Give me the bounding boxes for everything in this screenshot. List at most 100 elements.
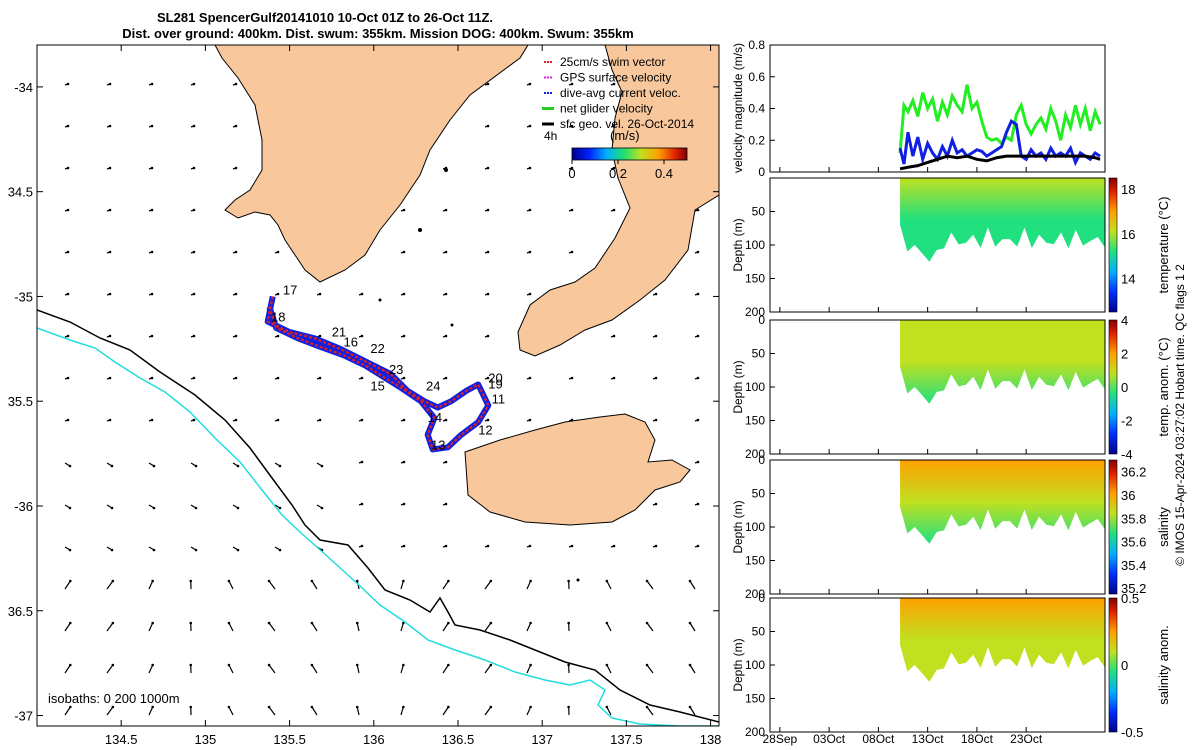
velocity-arrow <box>568 124 574 128</box>
velocity-arrow <box>274 334 280 338</box>
velocity-arrow <box>148 621 154 632</box>
section-colorbar <box>1108 459 1118 595</box>
velocity-arrow <box>106 462 114 468</box>
velocity-arrow <box>190 546 198 552</box>
track-day-label: 22 <box>370 341 384 356</box>
velocity-arrow <box>400 544 406 548</box>
time-tick-label: 28Sep <box>763 732 798 746</box>
velocity-arrow <box>568 208 574 212</box>
velocity-arrow <box>64 504 72 510</box>
velocity-arrow <box>274 292 280 296</box>
velocity-arrow <box>610 544 616 548</box>
figure-title-line1: SL281 SpencerGulf20141010 10-Oct 01Z to … <box>157 10 493 25</box>
velocity-arrow <box>267 621 276 632</box>
velocity-ylabel: velocity magnitude (m/s) <box>731 43 745 173</box>
velocity-arrow <box>610 334 616 338</box>
map-xtick-label: 136 <box>363 732 385 747</box>
velocity-arrow <box>400 705 405 716</box>
time-tick-label: 23Oct <box>1010 732 1043 746</box>
velocity-arrow <box>484 250 490 254</box>
colorbar-tick-label: 35.2 <box>1121 581 1146 596</box>
velocity-arrow <box>274 418 280 422</box>
section-data-patch <box>900 320 1105 404</box>
velocity-arrow <box>400 460 406 464</box>
velocity-ytick-label: 0.8 <box>748 38 765 52</box>
section-panel: 50 100 150 200 Depth (m) 18 16 14 temperature (°… <box>731 177 1171 319</box>
imos-watermark: © IMOS 15-Apr-2024 03:27:02 Hobart time.… <box>1173 264 1187 566</box>
map-xtick-label: 134.5 <box>105 732 138 747</box>
velocity-arrow <box>64 663 72 674</box>
track-day-label: 19 <box>488 377 502 392</box>
depth-tick-label: 0 <box>758 313 765 327</box>
velocity-series-line <box>898 84 1102 154</box>
depth-tick-label: 100 <box>745 238 765 252</box>
kangaroo-island-land <box>464 413 691 526</box>
glider-track-swim-vectors <box>266 296 490 451</box>
velocity-arrow <box>645 705 654 716</box>
velocity-arrow <box>358 544 364 548</box>
track-day-label: 16 <box>343 335 357 350</box>
velocity-arrow <box>232 334 238 338</box>
map-xtick-label: 135.5 <box>273 732 306 747</box>
depth-tick-label: 200 <box>745 305 765 319</box>
velocity-arrow <box>148 124 154 128</box>
velocity-arrow <box>567 663 570 674</box>
velocity-arrow <box>694 376 700 380</box>
velocity-arrow <box>526 82 532 86</box>
velocity-arrow <box>190 208 196 212</box>
velocity-arrow <box>605 579 612 590</box>
section-colorbar-label: salinity <box>1156 507 1171 547</box>
velocity-arrow <box>106 82 112 86</box>
velocity-arrow <box>106 250 112 254</box>
map-colorbar-ticks: 0 0.2 0.4 <box>568 160 673 181</box>
track-day-label: 13 <box>431 437 445 452</box>
velocity-arrow <box>64 166 70 170</box>
velocity-axis-ticks: 0 0.2 0.4 0.6 0.8 <box>748 38 775 179</box>
colorbar-tick-label: 35.6 <box>1121 535 1146 550</box>
velocity-arrow <box>442 418 448 422</box>
velocity-arrow <box>526 208 532 212</box>
velocity-arrow <box>688 621 696 632</box>
velocity-arrow <box>605 663 612 674</box>
velocity-arrow <box>442 579 450 590</box>
track-day-label: 11 <box>492 391 506 406</box>
map-ytick-label: 34.5 <box>8 185 33 200</box>
velocity-arrow <box>148 376 154 380</box>
velocity-arrow <box>400 418 406 422</box>
island-dot <box>444 168 448 172</box>
velocity-arrow <box>267 705 276 716</box>
colorbar-tick-label: 35.4 <box>1121 558 1146 573</box>
depth-tick-label: 100 <box>745 520 765 534</box>
velocity-arrow <box>190 292 196 296</box>
track-day-label: 17 <box>283 282 297 297</box>
velocity-arrow <box>442 376 448 380</box>
map-xtick-label: 136.5 <box>442 732 475 747</box>
velocity-arrow <box>227 579 234 590</box>
section-data-patch <box>900 178 1105 262</box>
velocity-arrow <box>442 544 448 548</box>
velocity-arrow <box>568 82 574 86</box>
velocity-arrow <box>106 166 112 170</box>
velocity-arrow <box>232 376 238 380</box>
velocity-arrow <box>484 124 490 128</box>
velocity-arrow <box>267 579 276 590</box>
velocity-arrow <box>652 418 658 422</box>
section-data-patch <box>900 598 1105 682</box>
velocity-arrow <box>64 546 72 552</box>
track-day-label: 20 <box>488 370 502 385</box>
section-panel: 0 50 100 150 200 Depth (m) 0.5 0 -0.5 salinity an… <box>731 591 1171 740</box>
velocity-arrow <box>189 621 193 632</box>
colorbar-tick-label: -4 <box>1121 447 1133 462</box>
colorbar-tick-label: 14 <box>1121 272 1135 287</box>
velocity-arrow <box>442 250 448 254</box>
velocity-arrow <box>190 250 196 254</box>
legend-label: sfc geo. vel. 26-Oct-2014 <box>560 117 694 131</box>
velocity-ytick-label: 0.4 <box>748 102 765 116</box>
isobath-200m <box>37 309 719 723</box>
velocity-arrow <box>148 663 154 674</box>
velocity-arrow <box>694 544 700 548</box>
velocity-arrow <box>274 504 282 510</box>
velocity-arrow <box>652 334 658 338</box>
velocity-arrow <box>358 334 364 338</box>
